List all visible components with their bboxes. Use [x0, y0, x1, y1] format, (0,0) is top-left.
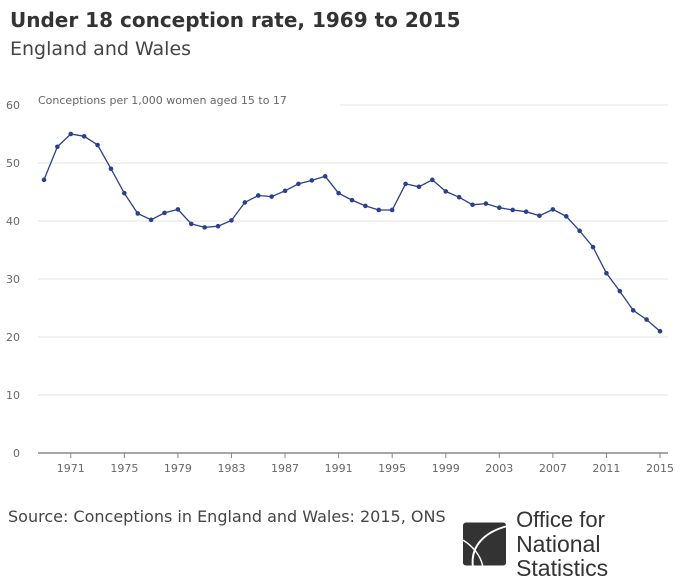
data-point — [269, 194, 274, 199]
x-tick-label: 2003 — [485, 462, 513, 475]
x-tick-label: 1999 — [432, 462, 460, 475]
source-note: Source: Conceptions in England and Wales… — [8, 507, 446, 526]
data-point — [483, 201, 489, 206]
data-point — [68, 131, 74, 137]
data-point — [81, 134, 87, 139]
y-tick-label: 0 — [13, 447, 20, 460]
data-point — [537, 213, 542, 219]
chart-title: Under 18 conception rate, 1969 to 2015 — [10, 8, 461, 32]
chart-subtitle: England and Wales — [10, 38, 192, 60]
data-point — [630, 308, 636, 313]
data-point — [550, 207, 556, 212]
x-tick-label: 1971 — [57, 462, 85, 475]
x-tick-label: 1991 — [325, 462, 353, 475]
line-chart: 0 10 20 30 40 50 60 1971 1975 1979 1983 1987 1991 199… — [6, 94, 674, 475]
data-point — [41, 177, 47, 183]
data-point — [443, 189, 449, 194]
data-point — [336, 190, 341, 196]
y-tick-label: 50 — [6, 157, 20, 170]
y-tick-label: 10 — [6, 389, 20, 402]
x-tick-label: 2007 — [539, 462, 567, 475]
data-point — [255, 193, 261, 198]
x-tick-label: 1995 — [378, 462, 406, 475]
data-point — [175, 207, 181, 212]
x-tick-label: 2015 — [646, 462, 674, 475]
data-point — [617, 288, 623, 294]
data-point — [470, 202, 475, 208]
y-tick-label: 20 — [6, 331, 20, 344]
data-point — [135, 211, 141, 216]
y-tick-label: 60 — [6, 99, 20, 112]
data-point — [55, 144, 60, 150]
y-axis-label: Conceptions per 1,000 women aged 15 to 1… — [38, 94, 287, 107]
data-point — [497, 205, 502, 210]
data-point — [296, 181, 301, 187]
data-point — [108, 166, 114, 172]
y-tick-label: 30 — [6, 273, 20, 286]
x-tick-label: 1983 — [217, 462, 245, 475]
ons-logo-icon — [463, 522, 507, 566]
logo-line-2: National Statistics — [516, 531, 609, 581]
chart-figure: Under 18 conception rate, 1969 to 2015 E… — [6, 8, 674, 580]
data-point — [162, 210, 167, 216]
data-point — [309, 178, 315, 183]
x-tick-label: 2011 — [592, 462, 620, 475]
data-point — [510, 207, 515, 213]
data-point — [577, 228, 582, 234]
data-point — [363, 203, 368, 209]
data-point — [523, 209, 529, 215]
data-point — [604, 270, 609, 276]
data-point — [644, 317, 649, 322]
data-point — [189, 221, 194, 227]
series-line — [43, 133, 661, 332]
data-point — [282, 188, 288, 194]
data-point — [590, 244, 596, 250]
data-point — [215, 223, 221, 229]
data-point — [322, 174, 328, 179]
data-point — [456, 194, 462, 200]
data-point — [657, 328, 663, 334]
data-point — [349, 197, 355, 203]
data-point — [242, 200, 248, 205]
data-point — [202, 225, 207, 230]
y-tick-label: 40 — [6, 215, 20, 228]
data-point — [389, 207, 395, 213]
x-tick-label: 1975 — [110, 462, 138, 475]
data-point — [403, 181, 408, 187]
data-point — [563, 214, 569, 219]
data-point — [416, 184, 422, 190]
ons-logo: Office for National Statistics — [463, 508, 695, 580]
data-point — [148, 217, 154, 223]
data-point — [376, 207, 382, 213]
x-tick-label: 1987 — [271, 462, 299, 475]
data-point — [229, 218, 234, 223]
logo-line-1: Office for — [516, 507, 605, 532]
data-point — [430, 177, 435, 183]
data-point — [95, 142, 100, 148]
x-tick-label: 1979 — [164, 462, 192, 475]
data-point — [122, 190, 127, 196]
